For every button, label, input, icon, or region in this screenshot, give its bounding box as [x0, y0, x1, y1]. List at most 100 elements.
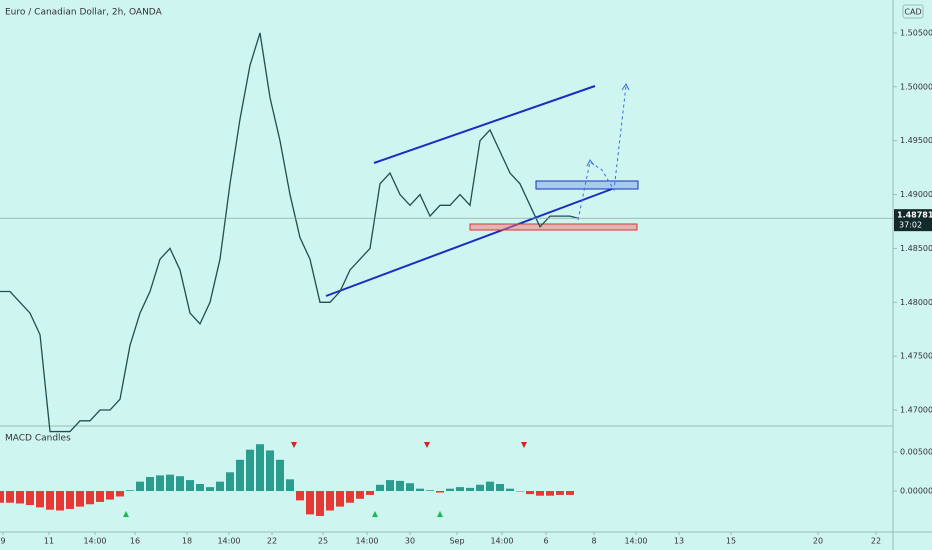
price-axis-bg	[893, 0, 932, 550]
x-tick-label: 22	[871, 537, 881, 546]
histogram-bar	[376, 484, 384, 492]
histogram-bar	[256, 444, 264, 492]
histogram-bar	[76, 491, 84, 507]
buy-signal	[437, 511, 443, 517]
histogram-bar	[436, 491, 444, 493]
histogram-bar	[86, 491, 94, 505]
y-tick-label: 1.50500	[900, 28, 932, 37]
channel-lower	[325, 188, 613, 297]
histogram-bar	[426, 490, 434, 492]
histogram-bar	[396, 480, 404, 492]
histogram-bar	[0, 491, 4, 503]
histogram-bar	[466, 487, 474, 492]
y-tick-label: 1.48000	[900, 298, 932, 307]
currency-badge	[902, 4, 924, 19]
histogram-bar	[96, 491, 104, 502]
x-tick-label: 6	[543, 537, 548, 546]
x-tick-label: 14:00	[355, 537, 378, 546]
histogram-bar	[356, 491, 364, 499]
histogram-bar	[56, 491, 64, 511]
histogram-bar	[406, 483, 414, 492]
sell-signal	[521, 442, 527, 448]
buy-signal	[372, 511, 378, 517]
histogram-bar	[36, 491, 44, 508]
sell-signal	[424, 442, 430, 448]
histogram-bar	[556, 491, 564, 495]
histogram-bar	[106, 491, 114, 500]
x-tick-label: 16	[130, 537, 140, 546]
y-tick-label: 1.49000	[900, 190, 932, 199]
y-tick-label: 0.005000	[900, 448, 932, 457]
chart-title: Euro / Canadian Dollar, 2h, OANDA	[5, 8, 163, 18]
x-tick-label: 14:00	[490, 537, 513, 546]
histogram-bar	[6, 491, 14, 503]
projection-arrow	[586, 159, 595, 167]
x-tick-label: 13	[674, 537, 684, 546]
histogram-bar	[226, 472, 234, 492]
histogram-bar	[536, 491, 544, 496]
drawings	[325, 83, 639, 297]
histogram-bar	[196, 483, 204, 492]
x-tick-label: 14:00	[217, 537, 240, 546]
signals	[123, 442, 527, 517]
histogram-bar	[116, 491, 124, 497]
histogram-bar	[26, 491, 34, 506]
indicator-title: MACD Candles	[5, 434, 71, 444]
x-tick-label: 14:00	[624, 537, 647, 546]
sell-signal	[291, 442, 297, 448]
histogram-bar	[46, 491, 54, 510]
histogram-bar	[186, 480, 194, 492]
histogram-bar	[486, 481, 494, 492]
histogram-bar	[266, 450, 274, 492]
countdown: 37:02	[899, 221, 922, 230]
x-tick-label: 9	[0, 537, 5, 546]
histogram-bar	[176, 476, 184, 492]
histogram-bar	[386, 480, 394, 492]
histogram-bar	[126, 490, 134, 492]
buy-signal	[123, 511, 129, 517]
last-price-box	[894, 209, 932, 232]
histogram-bar	[66, 491, 74, 509]
histogram-bar	[286, 479, 294, 492]
x-tick-label: 30	[405, 537, 415, 546]
histogram-bar	[206, 487, 214, 492]
histogram-bar	[456, 487, 464, 492]
histogram-bar	[276, 459, 284, 492]
histogram-bar	[446, 488, 454, 492]
x-tick-label: 20	[813, 537, 823, 546]
y-tick-label: 1.47000	[900, 406, 932, 415]
x-tick-label: 11	[44, 537, 54, 546]
projection-path	[577, 85, 627, 221]
histogram-bar	[306, 491, 314, 515]
currency: CAD	[904, 8, 921, 17]
histogram-bar	[236, 459, 244, 492]
histogram-bar	[346, 491, 354, 503]
histogram-bar	[316, 491, 324, 516]
x-tick-label: 15	[726, 537, 736, 546]
histogram-bar	[476, 484, 484, 492]
histogram-bar	[506, 488, 514, 492]
histogram-bar	[216, 481, 224, 492]
histogram-bar	[166, 474, 174, 492]
histogram-bar	[366, 491, 374, 495]
histogram-bar	[526, 491, 534, 495]
histogram-bar	[326, 491, 334, 511]
x-tick-label: 8	[591, 537, 596, 546]
histogram-bar	[336, 491, 344, 507]
y-tick-label: 1.48500	[900, 244, 932, 253]
x-tick-label: 22	[267, 537, 277, 546]
histogram-bar	[296, 491, 304, 501]
projection-arrow	[621, 83, 630, 91]
x-tick-label: 25	[318, 537, 328, 546]
histogram-bar	[546, 491, 554, 496]
histogram-bar	[416, 488, 424, 492]
histogram-bar	[566, 491, 574, 495]
x-tick-label: 18	[182, 537, 192, 546]
histogram-bar	[136, 481, 144, 492]
y-tick-label: 1.47500	[900, 352, 932, 361]
x-tick-label: Sep	[449, 537, 464, 546]
histogram-bar	[156, 475, 164, 492]
resistance-zone	[535, 180, 639, 190]
